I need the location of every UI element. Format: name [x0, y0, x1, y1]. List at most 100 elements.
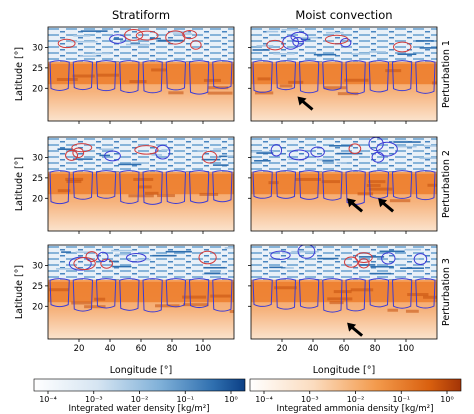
water-streak [212, 164, 229, 166]
colorbar-tick-label: 10⁰ [224, 395, 237, 404]
xlabel-left: Longitude [°] [110, 365, 172, 376]
water-streak [213, 148, 227, 150]
water-streak [379, 250, 405, 253]
ammonia-streak [366, 183, 381, 187]
water-cloud-contour [95, 60, 117, 92]
ammonia-streak [94, 297, 106, 301]
upper-cloud-contour [71, 143, 93, 153]
panel-row1-col2: Perturbation 1 [248, 26, 452, 124]
ammonia-streak [71, 301, 92, 305]
water-cloud-contour [415, 170, 436, 201]
panel-row3-col1: 20 25 30 20 40 60 80 100 Latitude [°] [14, 244, 235, 354]
ammonia-streak [155, 304, 180, 308]
water-streak [252, 49, 270, 51]
water-streak [130, 42, 141, 45]
colorbar-tick-label: 10⁰ [440, 395, 453, 404]
ammonia-streak [368, 180, 386, 184]
water-streak [202, 273, 226, 275]
water-cloud-contour [415, 60, 436, 94]
water-streak [203, 266, 226, 269]
water-cloud-contour [119, 278, 140, 311]
water-streak [204, 272, 221, 275]
upper-cloud-contour [135, 30, 159, 41]
panel-image [48, 27, 234, 121]
xtick-label: 60 [339, 344, 350, 354]
water-streak [300, 38, 311, 41]
panel-row1-col1: 20 25 30 Latitude [°] [14, 26, 235, 124]
ammonia-streak [203, 78, 221, 82]
ammonia-streak [423, 295, 437, 299]
water-streak [404, 248, 422, 251]
xtick-label: 20 [277, 344, 288, 354]
upper-cloud-contour [348, 143, 362, 154]
water-cloud-contour [212, 278, 233, 312]
panel-image [251, 245, 437, 339]
water-streak [358, 256, 385, 258]
water-cloud-contour [368, 170, 390, 199]
panel-row3-col2: 20 40 60 80 100 Perturbation 3 [248, 244, 452, 354]
water-streak [135, 258, 151, 261]
colorbar-tick-label: 10⁻² [347, 395, 365, 404]
water-streak [118, 163, 142, 166]
water-streak [393, 141, 421, 143]
ammonia-streak [387, 308, 399, 312]
water-streak [266, 30, 279, 33]
colorbar-tick-label: 10⁻³ [85, 395, 103, 404]
upper-cloud-contour [290, 31, 309, 43]
upper-cloud-contour [73, 257, 96, 271]
ammonia-streak [57, 189, 71, 193]
water-cloud-contour [275, 60, 297, 91]
upper-cloud-contour [97, 251, 109, 263]
water-cloud-contour [142, 60, 163, 94]
ammonia-streak [157, 194, 175, 198]
upper-cloud-contour [72, 147, 85, 159]
water-cloud-contour [165, 170, 187, 204]
colorbar-tick-label: 10⁻³ [301, 395, 319, 404]
water-streak [80, 30, 108, 32]
water-cloud-contour [345, 60, 366, 95]
water-streak [108, 260, 119, 263]
panel-image [48, 245, 234, 339]
ammonia-streak [350, 288, 374, 292]
water-streak [317, 158, 335, 161]
arrow-head [378, 198, 388, 208]
ytick-label: 30 [32, 261, 43, 271]
water-streak [293, 36, 318, 39]
upper-cloud-contour [324, 34, 349, 45]
ammonia-streak [288, 80, 304, 84]
colorbar-tick-label: 10⁻⁴ [39, 395, 57, 404]
water-streak [336, 162, 347, 164]
panel-row2-col2: Perturbation 2 [248, 136, 452, 234]
water-streak [226, 155, 234, 157]
water-streak [72, 158, 93, 160]
water-streak [351, 53, 370, 55]
water-streak [322, 160, 334, 162]
xtick-label: 80 [370, 344, 381, 354]
xtick-label: 40 [308, 344, 319, 354]
upper-cloud-contour [165, 30, 186, 45]
colorbar-tick-label: 10⁻⁴ [255, 395, 273, 404]
ammonia-streak [274, 286, 297, 290]
upper-cloud-contour [344, 256, 359, 268]
water-cloud-contour [415, 278, 436, 309]
ammonia-streak [182, 295, 207, 299]
water-cloud-contour [49, 278, 70, 308]
water-streak [419, 157, 437, 160]
panels: 20 25 30 Latitude [°] Perturbation 1 20 25 30 La… [14, 26, 452, 354]
water-streak [273, 52, 295, 55]
water-streak [313, 53, 337, 56]
water-streak [370, 265, 394, 268]
water-streak [75, 251, 90, 254]
ammonia-streak [405, 309, 419, 313]
water-cloud-contour [188, 60, 210, 95]
water-streak [424, 145, 437, 147]
ammonia-streak [128, 194, 154, 198]
water-streak [99, 148, 114, 151]
water-streak [61, 251, 72, 253]
upper-cloud-contour [270, 250, 291, 260]
water-streak [358, 264, 376, 266]
ammonia-streak [427, 183, 437, 187]
water-band [251, 27, 437, 62]
ammonia-streak [295, 177, 322, 181]
water-streak [336, 152, 363, 155]
